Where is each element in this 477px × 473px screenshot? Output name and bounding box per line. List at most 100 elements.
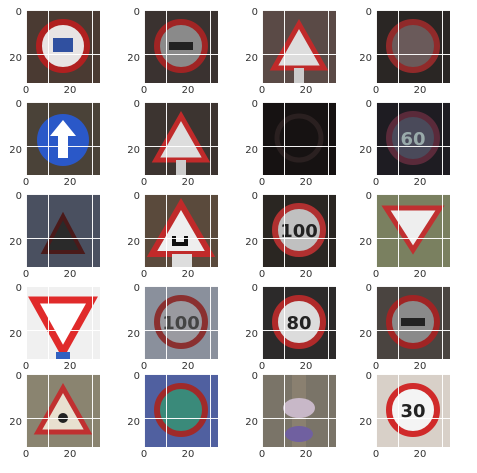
x-tick-label: 20 — [413, 177, 427, 188]
gridline-horizontal — [376, 146, 450, 147]
x-tick-label: 0 — [22, 361, 30, 372]
y-tick-label: 20 — [9, 145, 22, 156]
gridline-vertical — [92, 374, 93, 447]
gridline-vertical — [398, 374, 399, 447]
gridline-vertical — [328, 286, 329, 359]
x-tick-label: 20 — [299, 269, 313, 280]
gridline-horizontal — [144, 330, 218, 331]
svg-text:100: 100 — [280, 221, 318, 242]
gridline-horizontal — [26, 238, 100, 239]
gridline-vertical — [284, 374, 285, 447]
gridline-vertical — [144, 194, 145, 267]
x-tick-label: 20 — [63, 177, 77, 188]
gridline-vertical — [210, 102, 211, 175]
x-tick-label: 0 — [258, 449, 266, 460]
gridline-horizontal — [144, 10, 218, 11]
gridline-vertical — [398, 10, 399, 83]
y-tick-label: 20 — [245, 53, 258, 64]
gridline-horizontal — [144, 374, 218, 375]
gridline-horizontal — [262, 10, 336, 11]
gridline-vertical — [210, 374, 211, 447]
y-tick-label: 20 — [9, 417, 22, 428]
gridline-horizontal — [262, 286, 336, 287]
sign-thumbnail: no-overtaking-round — [376, 286, 450, 359]
gridline-vertical — [376, 194, 377, 267]
x-tick-label: 0 — [258, 177, 266, 188]
gridline-horizontal — [144, 418, 218, 419]
gridline-vertical — [210, 286, 211, 359]
x-tick-label: 0 — [22, 177, 30, 188]
gridline-horizontal — [262, 146, 336, 147]
y-tick-label: 20 — [9, 53, 22, 64]
gridline-vertical — [144, 374, 145, 447]
gridline-vertical — [144, 10, 145, 83]
gridline-horizontal — [144, 102, 218, 103]
y-tick-label: 0 — [365, 371, 372, 382]
gridline-horizontal — [376, 54, 450, 55]
gridline-horizontal — [262, 238, 336, 239]
gridline-horizontal — [262, 102, 336, 103]
x-tick-label: 20 — [299, 85, 313, 96]
gridline-vertical — [376, 10, 377, 83]
sign-thumbnail: 100speed-limit-100 — [262, 194, 336, 267]
gridline-vertical — [144, 286, 145, 359]
gridline-horizontal — [262, 194, 336, 195]
gridline-horizontal — [262, 54, 336, 55]
y-tick-label: 0 — [133, 191, 140, 202]
gridline-horizontal — [262, 418, 336, 419]
gridline-vertical — [48, 102, 49, 175]
y-tick-label: 20 — [127, 237, 140, 248]
gridline-vertical — [398, 286, 399, 359]
y-tick-label: 20 — [9, 329, 22, 340]
sign-thumbnail: no-entry-trucks-round — [26, 10, 100, 83]
gridline-horizontal — [26, 286, 100, 287]
sign-thumbnail: round-prohibitory — [376, 10, 450, 83]
gridline-horizontal — [26, 10, 100, 11]
x-tick-label: 20 — [63, 85, 77, 96]
gridline-horizontal — [376, 286, 450, 287]
gridline-vertical — [26, 194, 27, 267]
y-tick-label: 20 — [359, 329, 372, 340]
gridline-vertical — [376, 286, 377, 359]
gridline-vertical — [284, 10, 285, 83]
svg-text:30: 30 — [400, 401, 425, 422]
y-tick-label: 0 — [365, 283, 372, 294]
y-tick-label: 20 — [359, 237, 372, 248]
x-tick-label: 20 — [63, 361, 77, 372]
gridline-horizontal — [376, 102, 450, 103]
gridline-vertical — [210, 10, 211, 83]
gridline-horizontal — [376, 418, 450, 419]
sign-thumbnail: round-blue-bg — [144, 374, 218, 447]
y-tick-label: 20 — [127, 329, 140, 340]
y-tick-label: 0 — [251, 371, 258, 382]
sign-thumbnail: warning-triangle-bright — [26, 374, 100, 447]
gridline-vertical — [442, 286, 443, 359]
x-tick-label: 20 — [63, 449, 77, 460]
sign-thumbnail: 80speed-limit-80 — [262, 286, 336, 359]
y-tick-label: 0 — [15, 283, 22, 294]
svg-text:80: 80 — [286, 313, 311, 334]
x-tick-label: 20 — [181, 177, 195, 188]
sign-thumbnail: no-overtaking-round — [144, 10, 218, 83]
gridline-vertical — [284, 194, 285, 267]
gridline-vertical — [328, 194, 329, 267]
gridline-horizontal — [26, 330, 100, 331]
gridline-vertical — [26, 10, 27, 83]
gridline-horizontal — [376, 238, 450, 239]
gridline-vertical — [262, 374, 263, 447]
gridline-horizontal — [26, 418, 100, 419]
y-tick-label: 20 — [245, 329, 258, 340]
sign-thumbnail: yield-bright — [26, 286, 100, 359]
gridline-vertical — [284, 102, 285, 175]
gridline-vertical — [166, 10, 167, 83]
x-tick-label: 20 — [63, 269, 77, 280]
gridline-vertical — [262, 286, 263, 359]
y-tick-label: 0 — [133, 7, 140, 18]
gridline-vertical — [262, 102, 263, 175]
y-tick-label: 0 — [365, 191, 372, 202]
x-tick-label: 20 — [413, 269, 427, 280]
y-tick-label: 0 — [15, 7, 22, 18]
x-tick-label: 20 — [299, 361, 313, 372]
gridline-horizontal — [376, 330, 450, 331]
